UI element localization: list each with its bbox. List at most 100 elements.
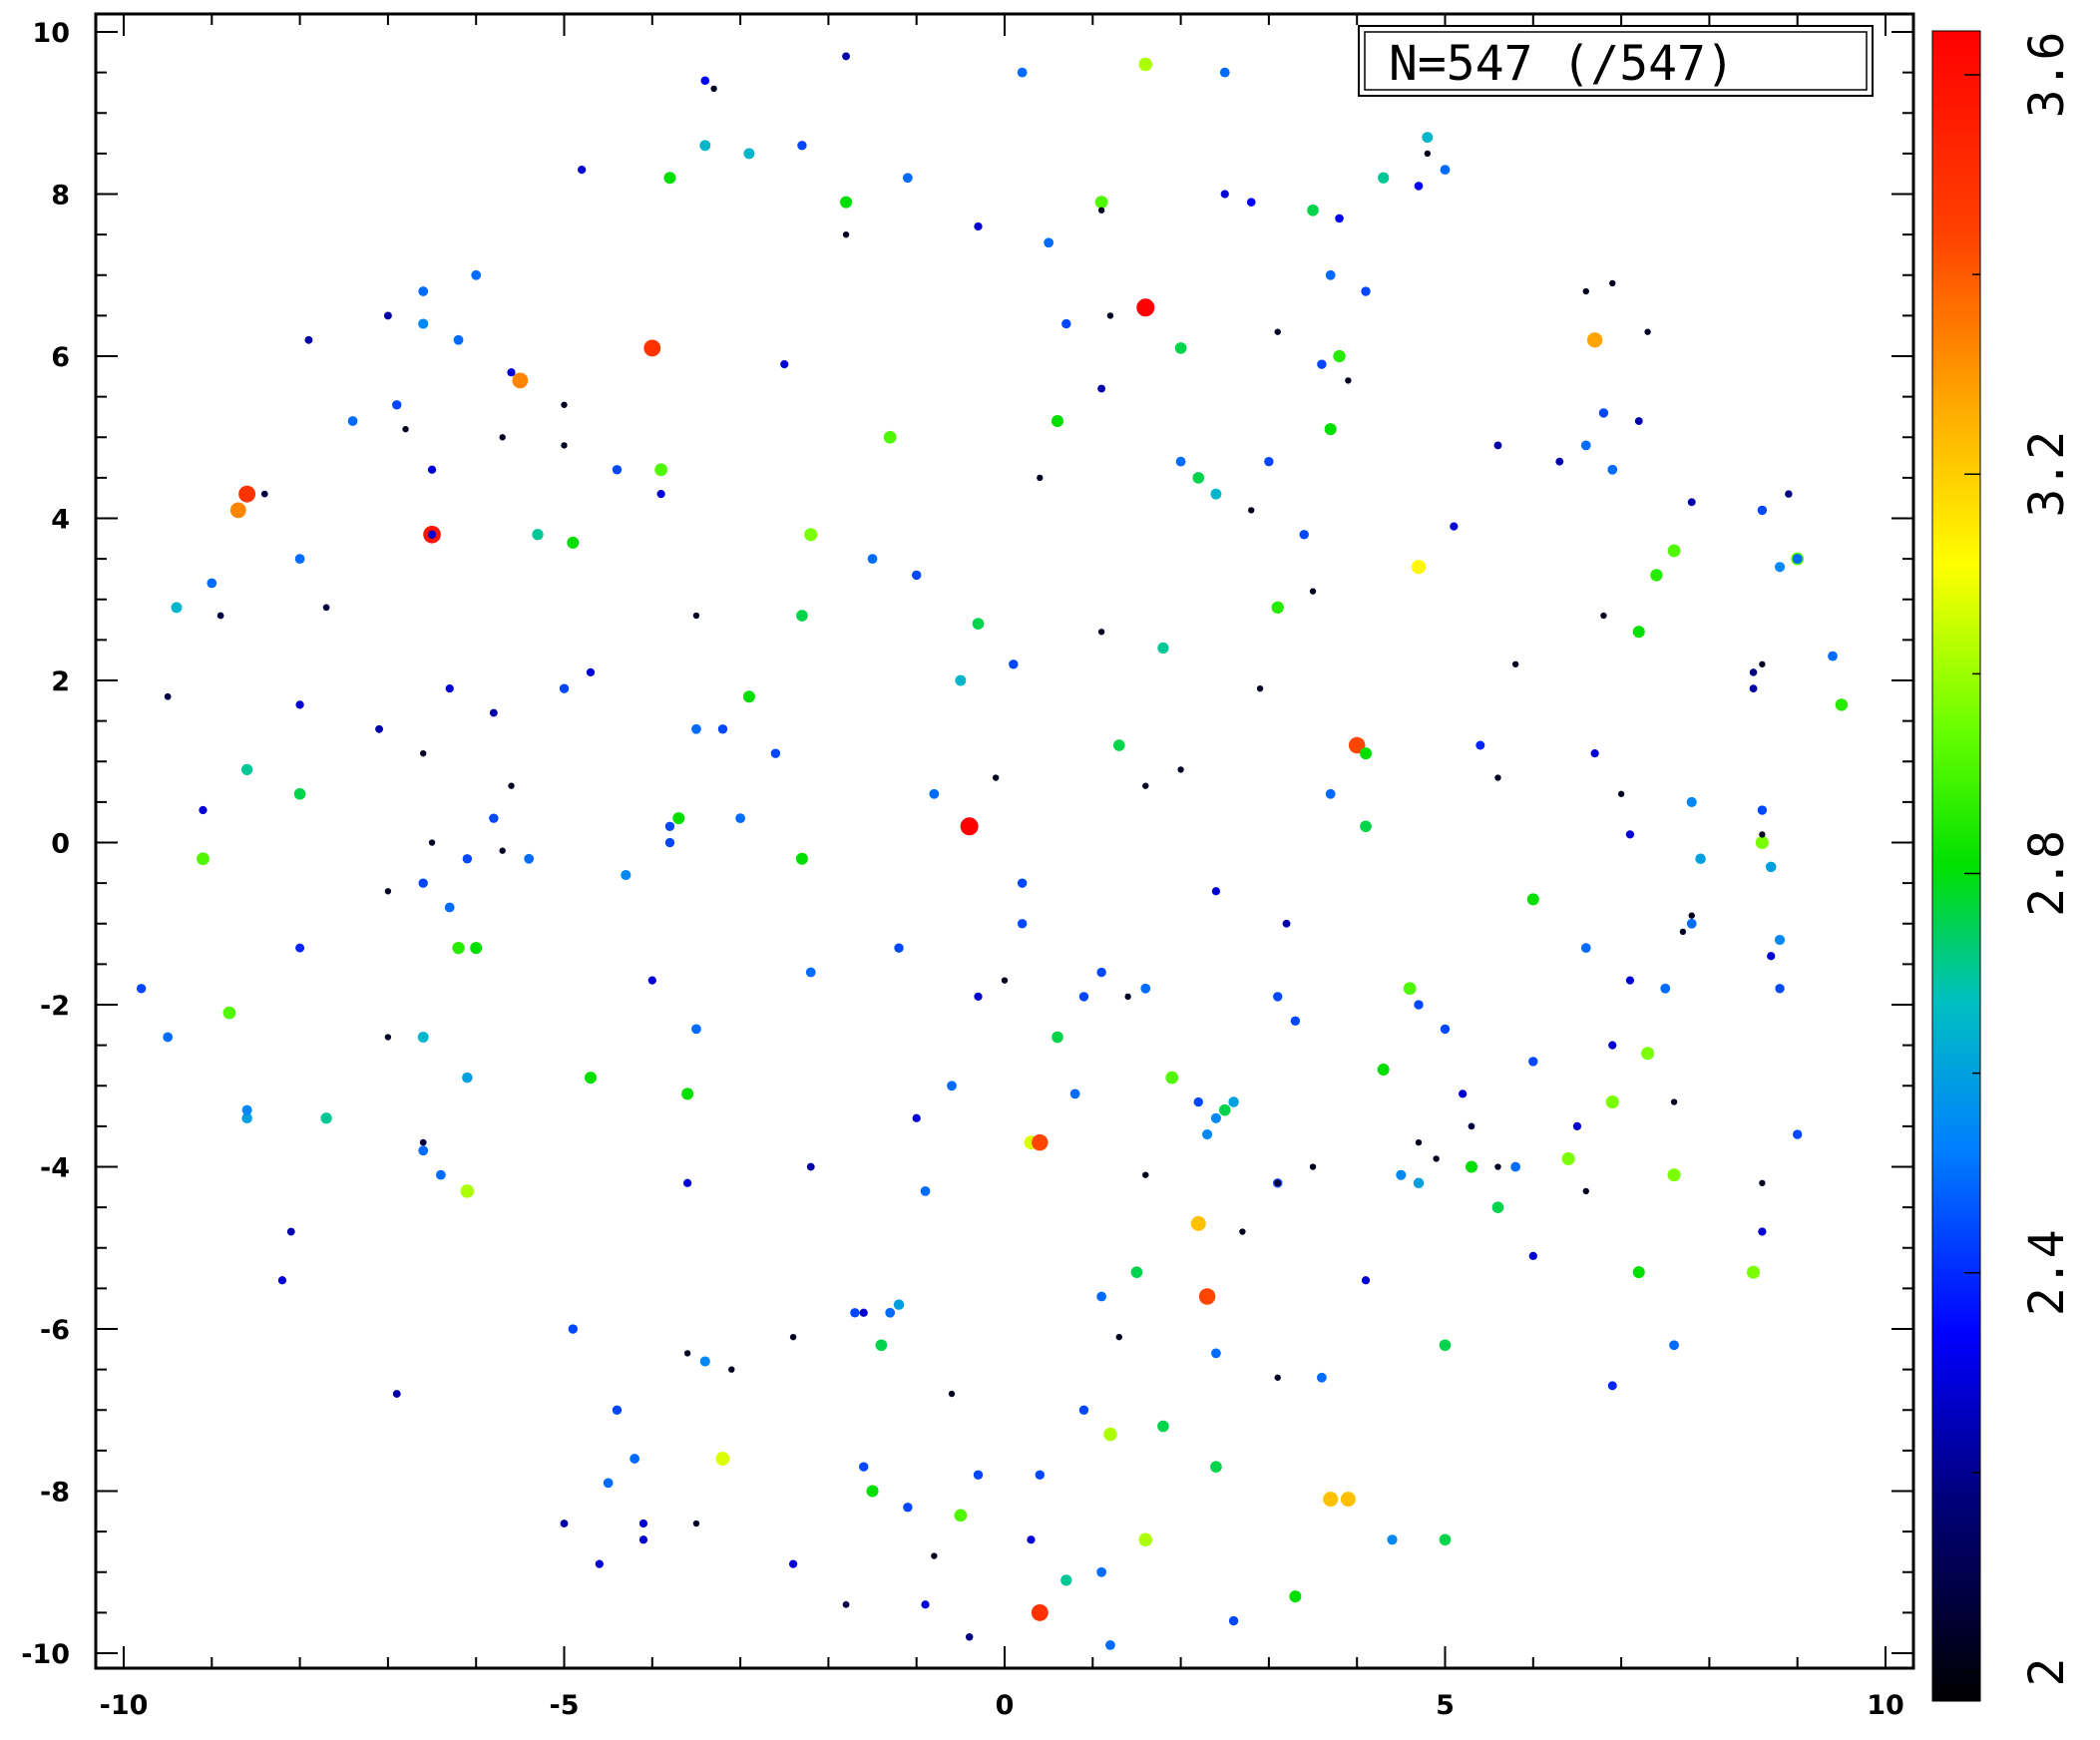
data-point	[743, 148, 755, 160]
data-point	[1528, 1057, 1538, 1067]
data-point	[780, 360, 789, 369]
plot-frame	[94, 12, 1915, 1670]
data-point	[1396, 1169, 1407, 1180]
data-point	[1220, 190, 1229, 199]
data-point	[1617, 790, 1625, 797]
data-point	[584, 1072, 597, 1085]
data-point	[1749, 684, 1758, 693]
data-point	[647, 976, 656, 985]
data-point	[1679, 928, 1687, 936]
data-point	[1608, 1041, 1617, 1050]
data-point	[1582, 1187, 1589, 1195]
data-point	[1017, 919, 1028, 929]
data-point	[1323, 1492, 1339, 1508]
data-point	[462, 854, 473, 864]
data-point	[229, 502, 246, 519]
data-point	[1774, 562, 1786, 573]
data-point	[1572, 1121, 1582, 1130]
data-points	[136, 52, 1849, 1650]
data-point	[1190, 1215, 1206, 1231]
data-point	[444, 902, 455, 913]
data-point	[240, 763, 253, 775]
data-point	[681, 1088, 694, 1100]
data-point	[512, 372, 529, 389]
data-point	[1422, 132, 1434, 144]
data-point	[789, 1333, 797, 1341]
data-point	[1210, 488, 1222, 500]
data-point	[384, 888, 392, 895]
data-point	[1440, 165, 1451, 175]
data-point	[1774, 934, 1786, 946]
colorbar-tick-label: 2	[2019, 1658, 2075, 1687]
data-point	[1037, 474, 1044, 482]
data-point	[1032, 1133, 1049, 1151]
y-tick-label: 10	[32, 18, 70, 49]
data-point	[965, 1633, 974, 1641]
data-point	[1494, 1163, 1501, 1170]
data-point	[470, 942, 483, 955]
data-point	[1580, 440, 1591, 451]
data-point	[796, 610, 808, 622]
data-point	[568, 1324, 579, 1334]
data-point	[489, 813, 499, 823]
x-tick-label: 5	[1436, 1690, 1455, 1721]
data-point	[1273, 992, 1283, 1002]
data-point	[1835, 698, 1849, 711]
data-point	[929, 788, 940, 799]
data-point	[1377, 1064, 1390, 1076]
data-point	[1605, 1094, 1619, 1109]
data-point	[630, 1454, 640, 1464]
data-point	[664, 837, 675, 848]
colorbar-tick-label: 3.6	[2019, 32, 2075, 119]
data-point	[885, 1307, 896, 1318]
x-tick-label: 0	[996, 1690, 1015, 1721]
data-point	[691, 1024, 701, 1035]
data-point	[1607, 1381, 1617, 1391]
data-point	[1335, 214, 1344, 223]
data-point	[1031, 1603, 1049, 1621]
data-point	[1202, 1128, 1213, 1140]
data-point	[1248, 507, 1255, 514]
colorbar-ticks	[1964, 74, 1980, 1673]
data-point	[912, 570, 922, 581]
data-point	[903, 1503, 913, 1513]
data-point	[1097, 207, 1105, 214]
data-point	[418, 878, 428, 888]
data-point	[1650, 569, 1663, 582]
count-annotation: N=547 (/547)	[1389, 36, 1735, 92]
data-point	[1130, 1266, 1143, 1278]
data-point	[621, 869, 631, 881]
data-point	[1511, 660, 1519, 667]
y-tick-label: 8	[51, 181, 70, 212]
data-point	[1175, 456, 1186, 467]
data-point	[418, 286, 429, 296]
data-point	[1174, 342, 1187, 354]
data-point	[1106, 312, 1114, 319]
data-point	[1325, 269, 1336, 280]
x-tick-label: 10	[1867, 1690, 1904, 1721]
data-point	[452, 941, 465, 955]
data-point	[728, 1366, 735, 1373]
data-point	[295, 700, 304, 709]
data-point	[347, 416, 358, 426]
data-point	[320, 1112, 332, 1124]
data-point	[710, 85, 717, 93]
data-point	[960, 817, 979, 836]
data-point	[1017, 67, 1028, 78]
data-point	[1289, 1590, 1302, 1603]
data-point	[1192, 472, 1205, 484]
count-annotation-box: N=547 (/547)	[1358, 25, 1874, 97]
data-point	[295, 943, 305, 953]
data-point	[1759, 831, 1766, 838]
data-point	[1271, 601, 1284, 615]
x-axis-tick-labels: -10 -5 0 5 10	[100, 1690, 1904, 1721]
x-tick-label: -10	[100, 1690, 149, 1721]
data-point	[1138, 57, 1153, 72]
data-point	[1669, 1340, 1679, 1351]
data-point	[1211, 887, 1221, 896]
data-point	[1193, 1096, 1203, 1107]
data-point	[603, 1478, 614, 1489]
data-point	[875, 1339, 888, 1352]
data-point	[489, 708, 498, 717]
